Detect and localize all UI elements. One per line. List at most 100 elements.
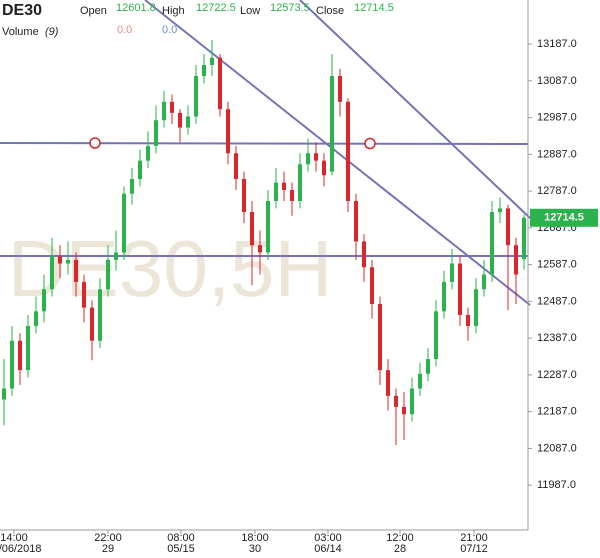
readout-value: 12573.5 [270,2,310,14]
volume-value: 0.0 [162,24,177,36]
candle-body [50,256,54,290]
candle-body [394,395,398,407]
candle-body [386,370,390,396]
candle-body [146,145,150,161]
candle-body [210,57,214,66]
candle-body [290,190,294,202]
candle-body [258,245,262,253]
candle-body [194,76,198,117]
x-tick-date: 30 [249,543,261,555]
candle-body [458,263,462,315]
candle-body [234,153,238,179]
y-tick-label: 11987.0 [537,479,576,491]
candle-body [34,311,38,327]
candle-body [106,259,110,290]
line-handle [89,137,101,149]
candle-body [402,406,406,415]
candle-body [266,201,270,253]
y-tick-label: 12587.0 [537,259,577,271]
last-price-box [530,208,598,227]
candle-body [522,217,526,260]
last-price-label: 12714.5 [544,212,584,224]
candle-body [418,373,422,389]
x-tick-label: 08:00 [167,532,195,544]
candle-body [26,326,30,371]
candle-body [498,208,502,213]
candle-body [98,289,102,341]
x-tick-label: 03:00 [314,532,342,544]
readout-value: 12714.5 [354,2,394,14]
candle-body [434,311,438,360]
candle-body [154,120,158,146]
line-handle [364,137,376,150]
y-tick-label: 13087.0 [537,75,577,87]
candle-body [410,388,414,415]
y-tick-label: 12487.0 [537,295,577,307]
candle-body [122,193,126,253]
candle-body [10,340,14,389]
x-tick-label: 14:00 [0,532,28,544]
candle-body [330,76,334,172]
x-tick-date: 06/14 [314,543,342,555]
readout-label: Close [316,5,344,17]
plot [2,40,526,446]
readout-label: Low [240,5,260,17]
x-tick-date: 28 [394,543,406,555]
candle-body [58,256,62,264]
candle-body [514,245,518,275]
candle-body [66,259,70,264]
y-tick-label: 12987.0 [537,112,577,124]
candle-body [370,267,374,304]
y-tick-label: 12787.0 [537,185,577,197]
candle-body [322,160,326,176]
candle-body [450,263,454,282]
candle-body [242,178,246,213]
candle-body [218,57,222,110]
candle-body [482,274,486,290]
candle-body [426,359,430,374]
x-tick-label: 21:00 [460,532,488,544]
x-tick-label: 12:00 [386,532,414,544]
candle-body [442,281,446,312]
candle-body [282,182,286,191]
x-tick-date: 07/12 [460,543,488,555]
readout-label: Open [80,5,107,17]
y-tick-label: 12287.0 [537,369,577,381]
candle-body [378,303,382,371]
candle-body [250,212,254,246]
readout-value: 12601.8 [116,2,156,14]
candle-body [90,307,94,341]
y-tick-label: 12887.0 [537,148,577,160]
readout-label: High [162,5,185,17]
candle-body [138,160,142,179]
candle-body [362,241,366,268]
y-tick-label: 12187.0 [537,406,577,418]
candle-body [186,116,190,128]
candle-body [274,182,278,202]
candle-body [346,101,350,202]
horizontal-line [0,142,529,145]
x-tick-date: 04/06/2018 [0,543,42,555]
symbol: DE30 [2,2,42,19]
candle-body [130,178,134,194]
x-tick-date: 29 [102,543,114,555]
candle-body [490,212,494,275]
candle-body [162,101,166,121]
x-tick-date: 05/15 [167,543,195,555]
candle-body [170,101,174,113]
trend-line [144,0,531,306]
candle-body [202,65,206,77]
volume-label: Volume [2,26,39,38]
candle-body [466,314,470,327]
readout-value: 12722.5 [196,2,236,14]
candle-body [226,109,230,154]
candle-body [114,252,118,260]
candle-body [354,201,358,242]
volume-period: (9) [45,26,59,38]
candle-body [74,259,78,282]
x-tick-label: 18:00 [241,532,269,544]
candle-body [178,112,182,128]
candle-body [298,164,302,202]
watermark: DE30,5H [8,224,333,313]
